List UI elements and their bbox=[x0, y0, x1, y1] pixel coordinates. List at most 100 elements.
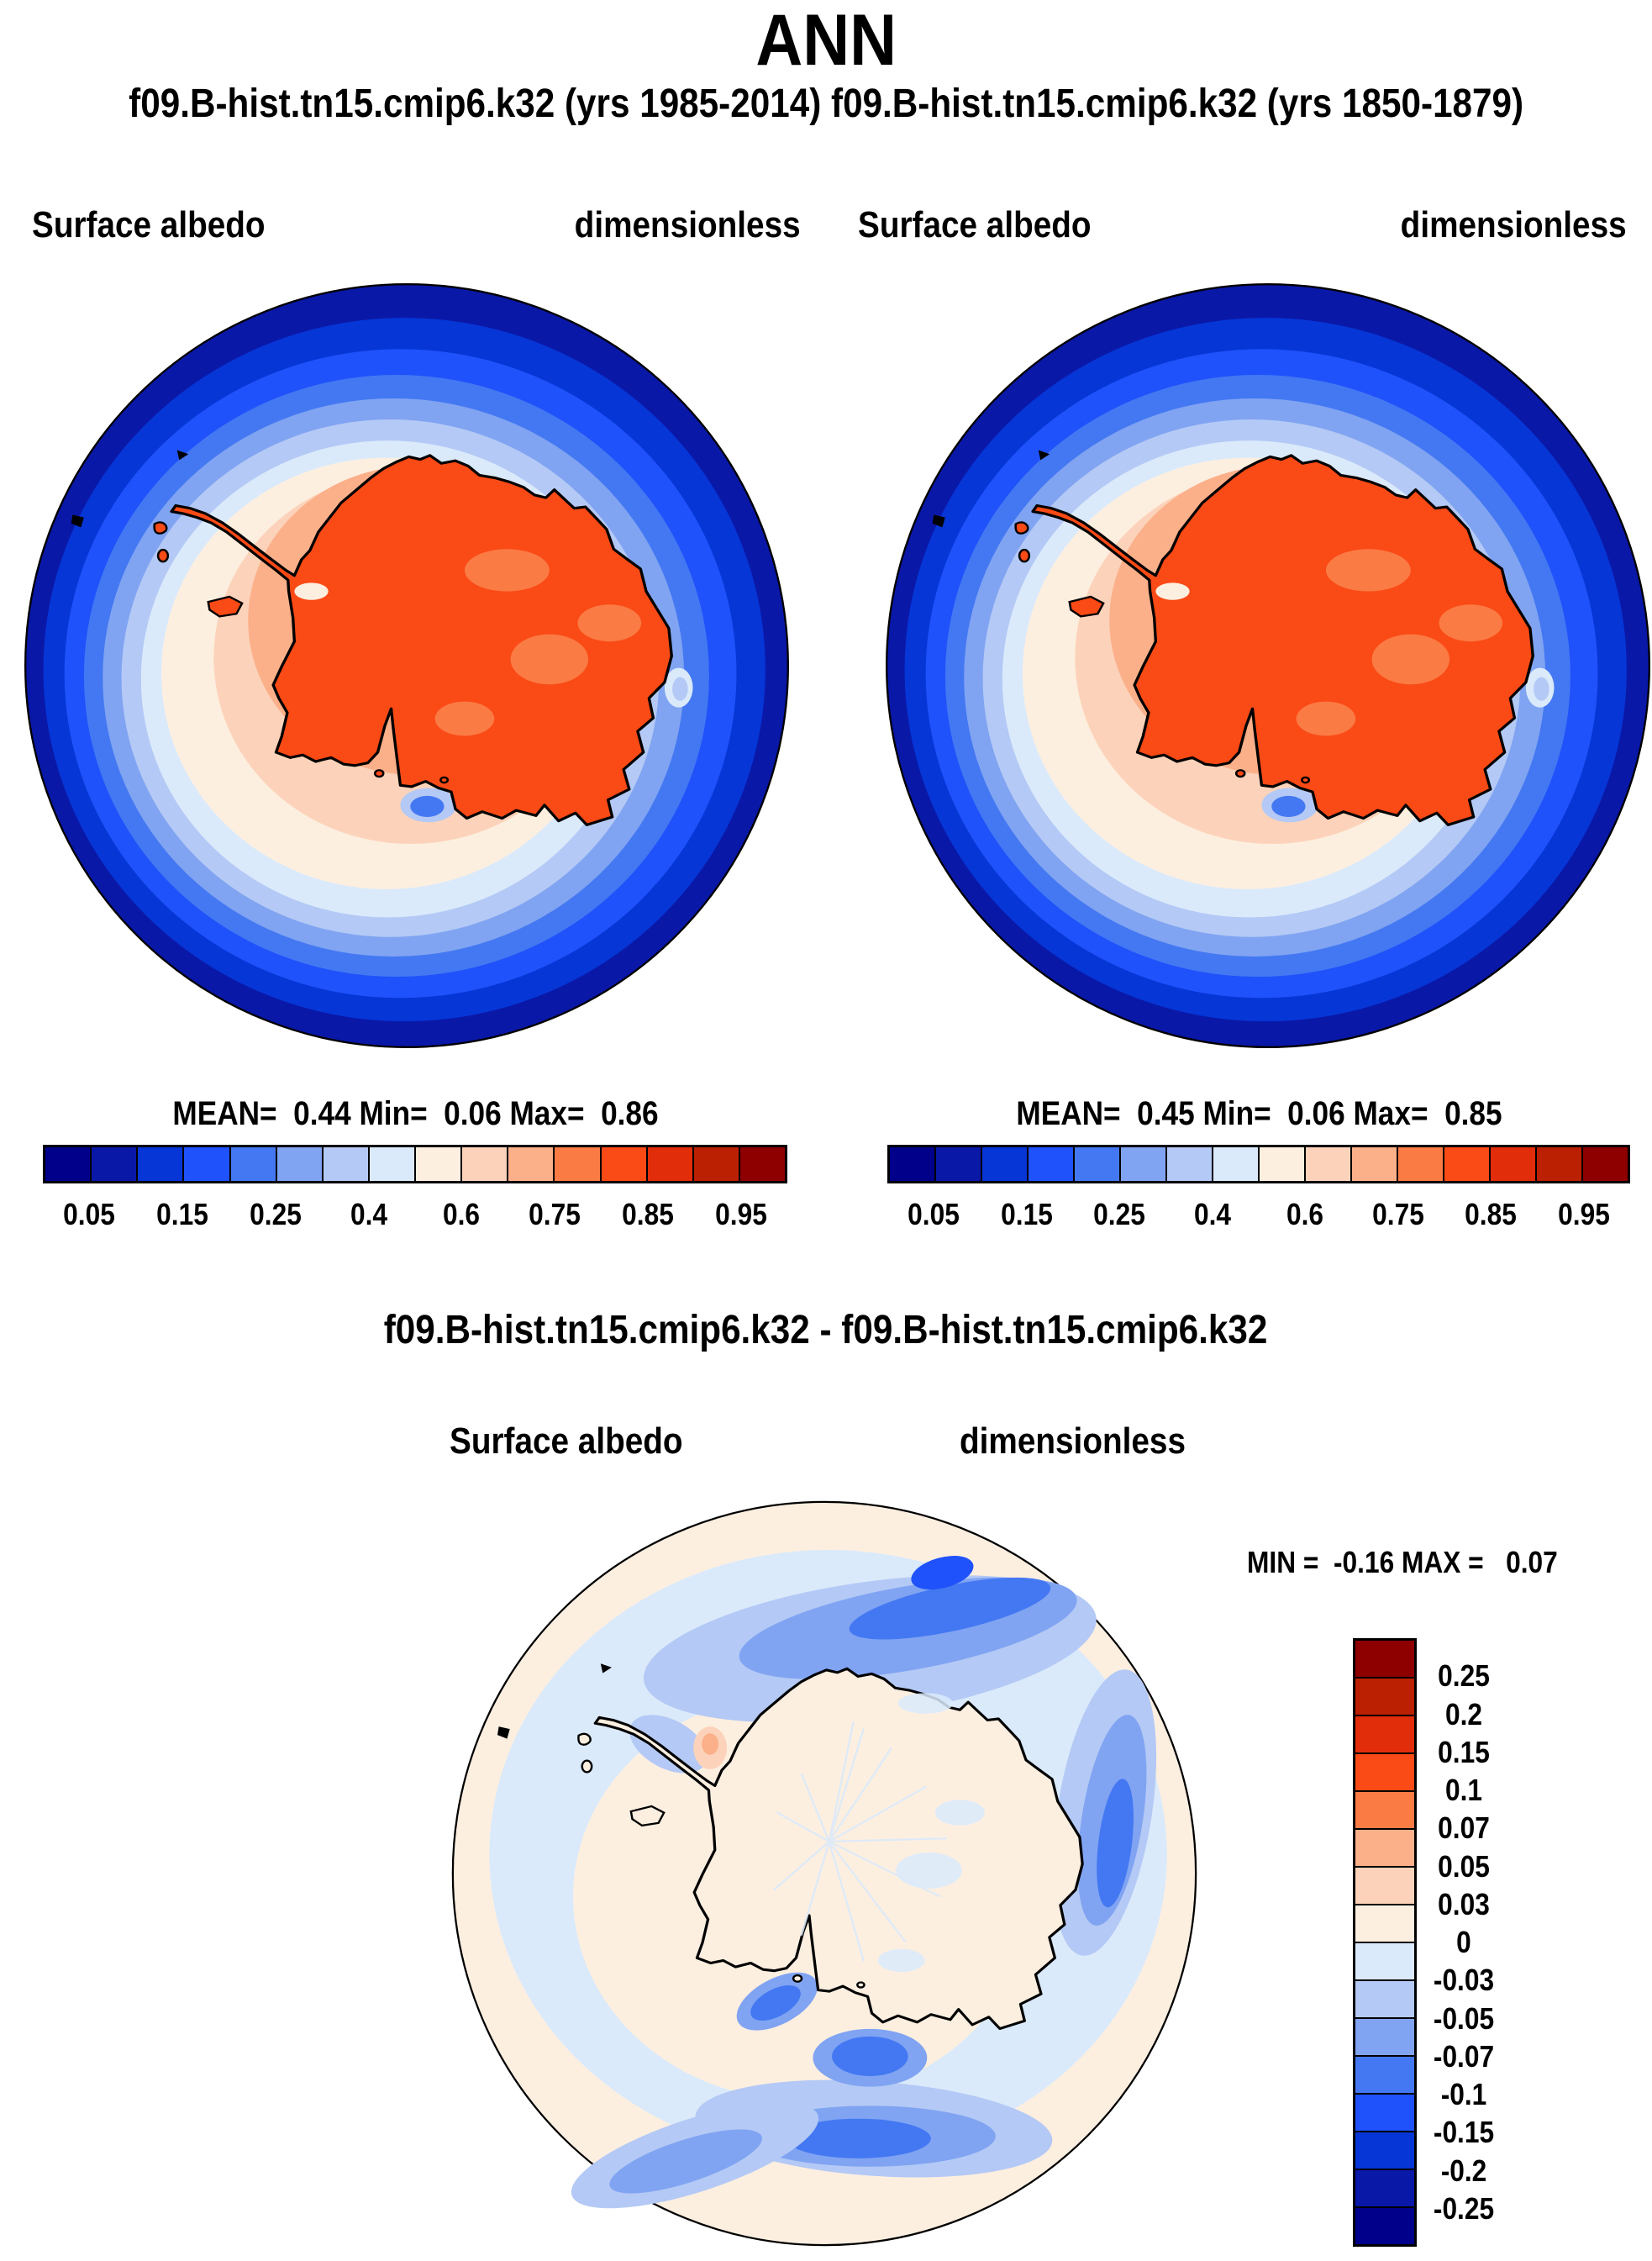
colorbar-cell bbox=[367, 1147, 414, 1181]
difference-stats: MIN = -0.16 MAX = 0.07 bbox=[1247, 1545, 1600, 1580]
map-case1-polar-plot bbox=[16, 275, 797, 1057]
panel1-label-row: Surface albedo dimensionless bbox=[0, 204, 826, 246]
colorbar-cell bbox=[136, 1147, 183, 1181]
colorbar-tick-label: 0.4 bbox=[350, 1197, 387, 1231]
case-names-text: f09.B-hist.tn15.cmip6.k32 (yrs 1985-2014… bbox=[129, 82, 1523, 126]
panel1-units-label: dimensionless bbox=[575, 204, 801, 245]
colorbar-cell bbox=[1355, 2093, 1414, 2131]
colorbar-tick-label: 0.05 bbox=[1438, 1848, 1490, 1884]
colorbar-cell bbox=[507, 1147, 554, 1181]
colorbar-tick-label: 0.15 bbox=[1000, 1197, 1053, 1231]
colorbar-tick-label: 0.25 bbox=[1093, 1197, 1146, 1231]
difference-title: f09.B-hist.tn15.cmip6.k32 - f09.B-hist.t… bbox=[0, 1308, 1652, 1353]
colorbar-tick-label: 0 bbox=[1456, 1925, 1471, 1959]
diff-variable-label: Surface albedo bbox=[450, 1420, 714, 1463]
colorbar-cell bbox=[1355, 1790, 1414, 1828]
colorbar-cell bbox=[1355, 2206, 1414, 2244]
colorbar-case1 bbox=[43, 1145, 787, 1183]
panel1-variable-label: Surface albedo bbox=[32, 204, 266, 245]
colorbar-cell bbox=[1258, 1147, 1304, 1181]
colorbar-cell bbox=[182, 1147, 229, 1181]
panel2-variable-label: Surface albedo bbox=[858, 204, 1092, 245]
colorbar-tick-label: 0.15 bbox=[156, 1197, 208, 1231]
colorbar-tick-label: 0.1 bbox=[1444, 1773, 1483, 1807]
panel2-units-label: dimensionless bbox=[1401, 204, 1627, 245]
season-label: ANN bbox=[755, 0, 897, 81]
map-case2-polar-plot bbox=[877, 275, 1652, 1057]
colorbar-cell bbox=[1355, 1942, 1414, 1979]
colorbar-cell bbox=[692, 1147, 739, 1181]
colorbar-case2-ticks: 0.05 0.15 0.25 0.4 0.6 0.75 0.85 0.95 bbox=[887, 1197, 1630, 1234]
colorbar-cell bbox=[1212, 1147, 1258, 1181]
colorbar-cell bbox=[1355, 1752, 1414, 1790]
colorbar-tick-label: 0.75 bbox=[529, 1197, 581, 1231]
diff-units-label: dimensionless bbox=[960, 1420, 1217, 1463]
colorbar-tick-label: 0.07 bbox=[1438, 1810, 1490, 1846]
colorbar-cell bbox=[1355, 1715, 1414, 1752]
colorbar-tick-label: 0.2 bbox=[1444, 1696, 1483, 1731]
colorbar-cell bbox=[1073, 1147, 1119, 1181]
colorbar-cell bbox=[1355, 2017, 1414, 2055]
colorbar-tick-label: 0.05 bbox=[908, 1197, 960, 1231]
colorbar-cell bbox=[1489, 1147, 1535, 1181]
colorbar-cell bbox=[1304, 1147, 1350, 1181]
colorbar-cell bbox=[1355, 1979, 1414, 2017]
panel2-stats-text: MEAN= 0.45 Min= 0.06 Max= 0.85 bbox=[1015, 1095, 1502, 1132]
panel1-stats: MEAN= 0.44 Min= 0.06 Max= 0.86 bbox=[43, 1094, 787, 1133]
colorbar-cell bbox=[1535, 1147, 1581, 1181]
page-title-season: ANN bbox=[0, 2, 1652, 79]
panel2-label-row: Surface albedo dimensionless bbox=[826, 204, 1652, 246]
difference-colorbar bbox=[1353, 1638, 1417, 2247]
colorbar-tick-label: 0.03 bbox=[1438, 1886, 1490, 1921]
colorbar-cell bbox=[45, 1147, 91, 1181]
difference-colorbar-ticks: 0.25 0.2 0.15 0.1 0.07 0.05 0.03 0 -0.03 -0.05 -0.… bbox=[1413, 1638, 1514, 2247]
colorbar-tick-label: 0.05 bbox=[63, 1197, 116, 1231]
colorbar-cell bbox=[1355, 1828, 1414, 1866]
colorbar-cell bbox=[1355, 1866, 1414, 1904]
colorbar-tick-label: 0.75 bbox=[1371, 1197, 1424, 1231]
colorbar-tick-label: -0.1 bbox=[1440, 2077, 1487, 2111]
colorbar-tick-label: -0.2 bbox=[1440, 2153, 1487, 2188]
colorbar-cell bbox=[1355, 1904, 1414, 1942]
colorbar-cell bbox=[934, 1147, 981, 1181]
colorbar-cell bbox=[1397, 1147, 1443, 1181]
colorbar-case1-ticks: 0.05 0.15 0.25 0.4 0.6 0.75 0.85 0.95 bbox=[43, 1197, 787, 1234]
colorbar-cell bbox=[1443, 1147, 1489, 1181]
colorbar-tick-label: -0.15 bbox=[1433, 2115, 1495, 2150]
case-names-line: f09.B-hist.tn15.cmip6.k32 (yrs 1985-2014… bbox=[0, 82, 1652, 127]
colorbar-cell bbox=[645, 1147, 692, 1181]
colorbar-cell bbox=[414, 1147, 461, 1181]
map-difference-polar-plot bbox=[444, 1493, 1205, 2254]
colorbar-tick-label: 0.85 bbox=[622, 1197, 674, 1231]
colorbar-tick-label: 0.25 bbox=[1438, 1658, 1490, 1694]
colorbar-cell bbox=[1355, 1641, 1414, 1677]
colorbar-cell bbox=[553, 1147, 600, 1181]
colorbar-tick-label: 0.95 bbox=[714, 1197, 767, 1231]
colorbar-tick-label: -0.07 bbox=[1433, 2038, 1495, 2074]
colorbar-cell bbox=[1027, 1147, 1073, 1181]
colorbar-cell bbox=[229, 1147, 276, 1181]
colorbar-cell bbox=[981, 1147, 1027, 1181]
difference-stats-text: MIN = -0.16 MAX = 0.07 bbox=[1247, 1545, 1558, 1579]
colorbar-cell bbox=[1350, 1147, 1397, 1181]
colorbar-tick-label: -0.03 bbox=[1433, 1963, 1495, 1998]
colorbar-tick-label: 0.85 bbox=[1465, 1197, 1518, 1231]
colorbar-cell bbox=[1165, 1147, 1212, 1181]
colorbar-tick-label: -0.25 bbox=[1433, 2190, 1495, 2226]
colorbar-cell bbox=[460, 1147, 508, 1181]
colorbar-tick-label: 0.6 bbox=[1286, 1197, 1324, 1231]
colorbar-cell bbox=[1355, 1677, 1414, 1715]
colorbar-tick-label: 0.6 bbox=[443, 1197, 481, 1231]
colorbar-tick-label: 0.95 bbox=[1557, 1197, 1610, 1231]
colorbar-cell bbox=[90, 1147, 137, 1181]
colorbar-cell bbox=[1581, 1147, 1628, 1181]
colorbar-cell bbox=[738, 1147, 785, 1181]
colorbar-tick-label: 0.4 bbox=[1193, 1197, 1231, 1231]
colorbar-tick-label: 0.25 bbox=[250, 1197, 302, 1231]
colorbar-cell bbox=[599, 1147, 646, 1181]
colorbar-cell bbox=[890, 1147, 934, 1181]
colorbar-case2 bbox=[887, 1145, 1630, 1183]
colorbar-cell bbox=[275, 1147, 322, 1181]
panel2-stats: MEAN= 0.45 Min= 0.06 Max= 0.85 bbox=[887, 1094, 1630, 1133]
